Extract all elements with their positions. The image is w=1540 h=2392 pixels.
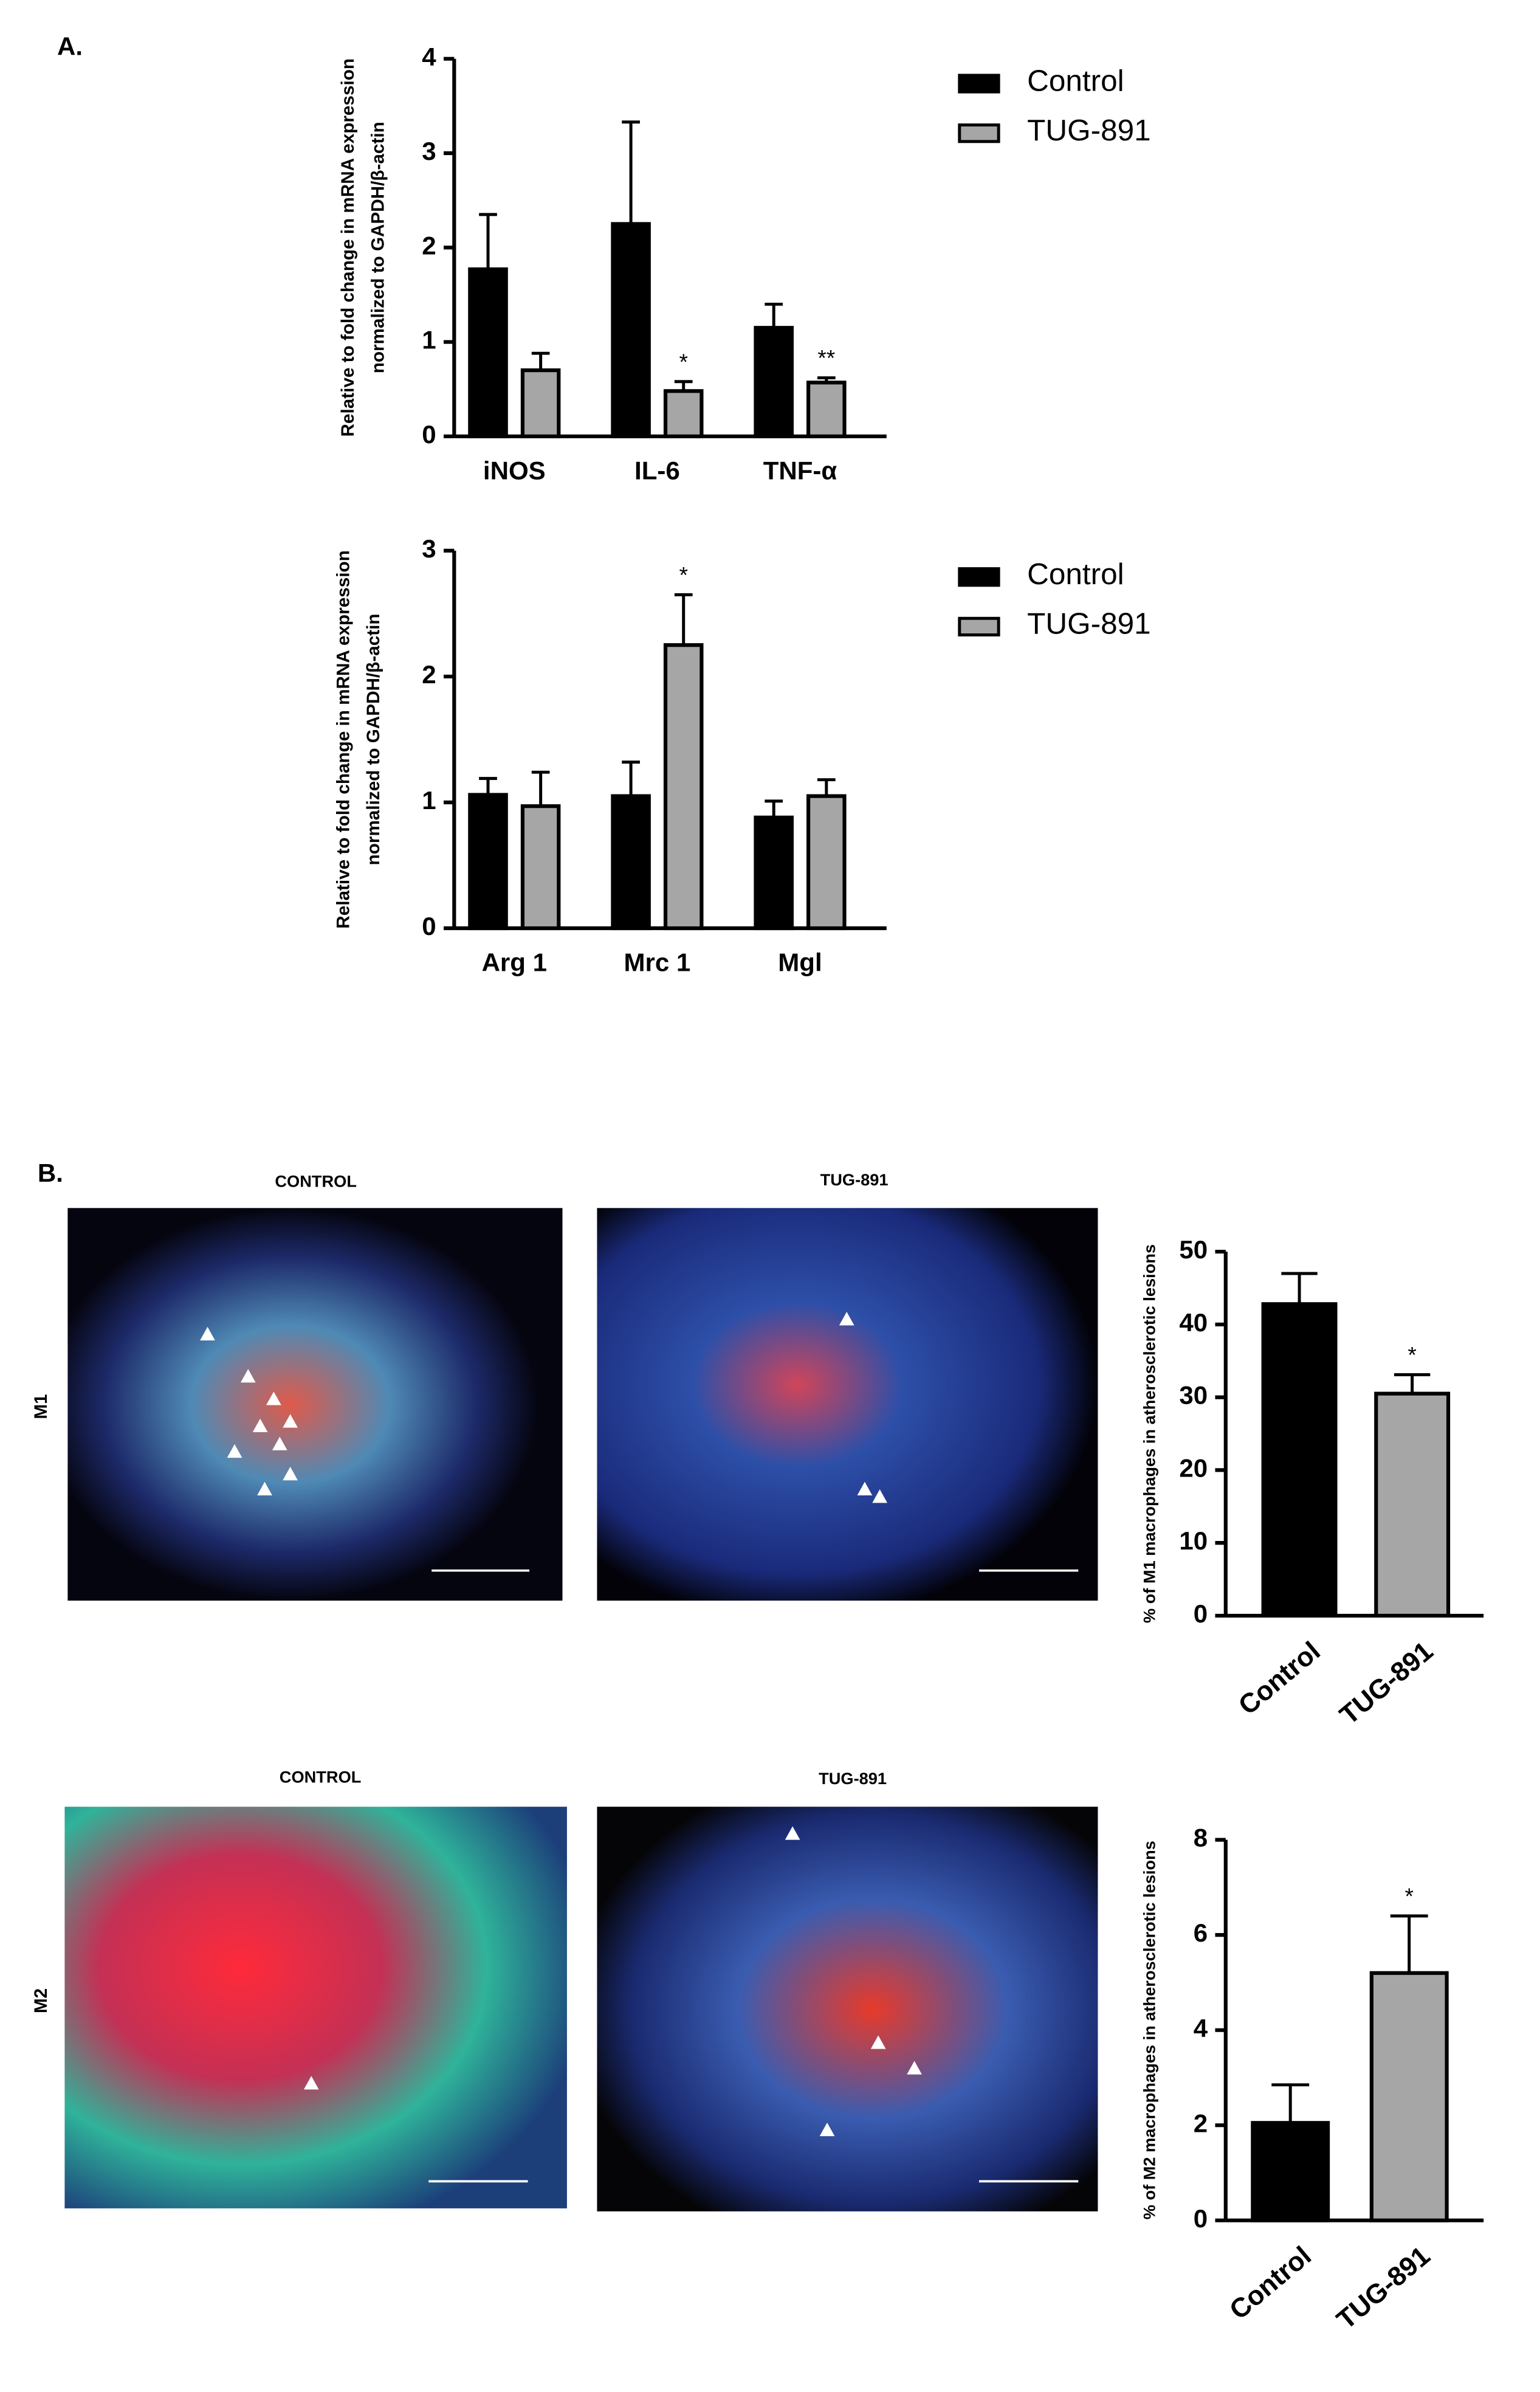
bar — [806, 794, 847, 931]
y-tick-label: 40 — [1179, 1308, 1208, 1337]
error-bar — [479, 213, 497, 269]
error-bar — [531, 770, 550, 807]
y-tick-label: 10 — [1179, 1526, 1208, 1555]
micrograph — [597, 1208, 1098, 1601]
y-tick-label: 0 — [422, 912, 436, 940]
y-tick-label: 3 — [422, 137, 436, 165]
bar — [1374, 1391, 1451, 1618]
x-tick-label: TUG-891 — [1332, 2241, 1436, 2335]
legend-label: Control — [1027, 64, 1124, 97]
y-axis-label: normalized to GAPDH/β-actin — [363, 613, 383, 865]
bar — [754, 815, 794, 931]
legend-swatch — [958, 74, 1000, 94]
significance: * — [1408, 1342, 1416, 1368]
x-tick-label: Control — [1233, 1636, 1326, 1720]
bar — [520, 804, 561, 931]
x-tick-label: iNOS — [483, 456, 546, 484]
bar — [520, 368, 561, 438]
x-tick-label: Mrc 1 — [624, 948, 690, 977]
y-axis-label: % of M2 macrophages in atherosclerotic l… — [1140, 1841, 1158, 2219]
error-bar — [674, 593, 693, 646]
bar — [611, 794, 651, 931]
bar — [663, 643, 704, 931]
bar — [1251, 2121, 1330, 2222]
y-axis-label: % of M1 macrophages in atherosclerotic l… — [1140, 1244, 1158, 1623]
bar — [468, 793, 508, 931]
bar — [663, 389, 704, 438]
scale-bars — [428, 1569, 1079, 2183]
error-bar — [479, 777, 497, 795]
bar — [754, 326, 794, 438]
row-label: M2 — [31, 1988, 51, 2013]
y-tick-label: 4 — [1194, 2014, 1208, 2042]
legend-label: TUG-891 — [1027, 114, 1151, 147]
significance: ** — [817, 345, 835, 371]
x-tick-label: TNF-α — [763, 456, 837, 484]
y-tick-label: 6 — [1194, 1918, 1208, 1947]
y-tick-label: 4 — [422, 43, 436, 71]
column-label: TUG-891 — [819, 1769, 887, 1788]
y-tick-label: 8 — [1194, 1824, 1208, 1852]
panel-label: A. — [57, 32, 83, 60]
y-tick-label: 1 — [422, 326, 436, 354]
error-bar — [765, 799, 783, 818]
error-bar — [622, 120, 640, 224]
y-tick-label: 30 — [1179, 1381, 1208, 1410]
legend-label: Control — [1027, 557, 1124, 591]
significance: * — [679, 349, 687, 374]
y-tick-label: 0 — [1194, 2204, 1208, 2233]
x-tick-label: TUG-891 — [1335, 1636, 1439, 1730]
bar — [611, 222, 651, 438]
row-label: M1 — [31, 1394, 51, 1419]
x-tick-label: Mgl — [778, 948, 822, 977]
x-tick-label: Arg 1 — [482, 948, 547, 977]
legend-label: TUG-891 — [1027, 607, 1151, 641]
legend-swatch — [958, 616, 1000, 636]
legend-swatch — [958, 567, 1000, 587]
error-bar — [531, 351, 550, 371]
y-tick-label: 2 — [1194, 2109, 1208, 2137]
error-bar — [1281, 1272, 1318, 1305]
y-tick-label: 0 — [422, 420, 436, 449]
bar — [468, 267, 508, 438]
significance: * — [679, 562, 687, 587]
column-label: CONTROL — [280, 1767, 362, 1786]
y-tick-label: 2 — [422, 231, 436, 260]
error-bar — [1271, 2083, 1310, 2123]
y-axis-label: Relative to fold change in mRNA expressi… — [338, 58, 358, 436]
bar — [806, 381, 847, 438]
y-tick-label: 1 — [422, 786, 436, 815]
error-bar — [765, 302, 783, 328]
y-tick-label: 20 — [1179, 1453, 1208, 1482]
error-bar — [817, 778, 836, 796]
micrograph — [64, 1807, 567, 2208]
legend-swatch — [958, 123, 1000, 143]
micrograph — [67, 1208, 563, 1601]
y-tick-label: 3 — [422, 534, 436, 563]
arrowheads — [200, 1312, 922, 2137]
y-tick-label: 2 — [422, 660, 436, 689]
x-tick-label: Control — [1224, 2241, 1317, 2325]
error-bar — [1394, 1373, 1431, 1394]
significance: * — [1404, 1883, 1413, 1909]
x-tick-label: IL-6 — [634, 456, 680, 484]
y-axis-label: Relative to fold change in mRNA expressi… — [334, 550, 354, 928]
panel-label: B. — [38, 1159, 63, 1187]
column-label: CONTROL — [275, 1171, 357, 1190]
bar — [1261, 1302, 1338, 1618]
y-tick-label: 50 — [1179, 1235, 1208, 1264]
micrograph — [597, 1807, 1098, 2211]
error-bar — [1390, 1914, 1428, 1973]
error-bar — [622, 760, 640, 796]
bar — [1369, 1971, 1449, 2222]
y-tick-label: 0 — [1194, 1599, 1208, 1628]
y-axis-label: normalized to GAPDH/β-actin — [368, 122, 388, 373]
column-label: TUG-891 — [820, 1170, 889, 1189]
